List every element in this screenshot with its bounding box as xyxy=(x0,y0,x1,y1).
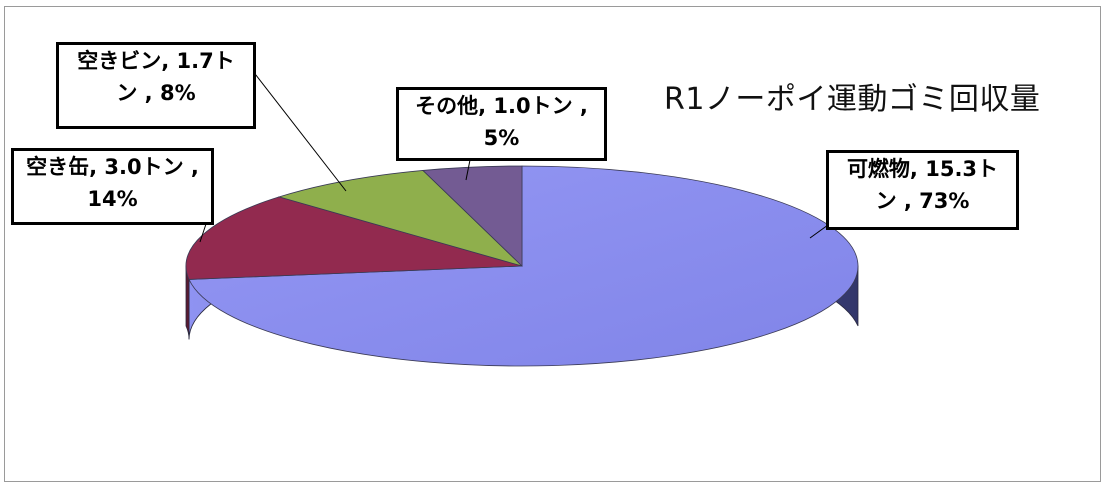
data-label-cans-line2: 14% xyxy=(87,187,138,211)
leader-line-burnable xyxy=(809,224,829,239)
data-label-bottles: 空きビン, 1.7ト ン , 8% xyxy=(56,42,256,129)
pie-slice-bottles xyxy=(277,170,523,267)
pie-top-layer xyxy=(185,165,859,367)
data-label-bottles-line1: 空きビン, 1.7ト xyxy=(77,49,235,73)
leader-line-bottles xyxy=(251,69,347,192)
pie-slice-burnable xyxy=(188,165,859,367)
pie-slice-other xyxy=(422,165,523,267)
data-label-cans-line1: 空き缶, 3.0トン , xyxy=(26,155,199,179)
data-label-burnable-line1: 可燃物, 15.3ト xyxy=(846,157,999,181)
leader-line-cans xyxy=(199,223,207,243)
data-label-bottles-line2: ン , 8% xyxy=(116,81,196,105)
leader-line-other xyxy=(465,159,471,181)
data-label-burnable: 可燃物, 15.3ト ン , 73% xyxy=(826,150,1019,230)
data-label-cans: 空き缶, 3.0トン , 14% xyxy=(11,148,214,225)
leader-lines xyxy=(199,69,829,243)
chart-title: R1ノーポイ運動ゴミ回収量 xyxy=(664,82,1041,117)
data-label-burnable-line2: ン , 73% xyxy=(875,189,970,213)
data-label-other-line1: その他, 1.0トン , xyxy=(415,94,588,118)
data-label-other-line2: 5% xyxy=(483,126,520,150)
data-label-other: その他, 1.0トン , 5% xyxy=(396,87,607,161)
